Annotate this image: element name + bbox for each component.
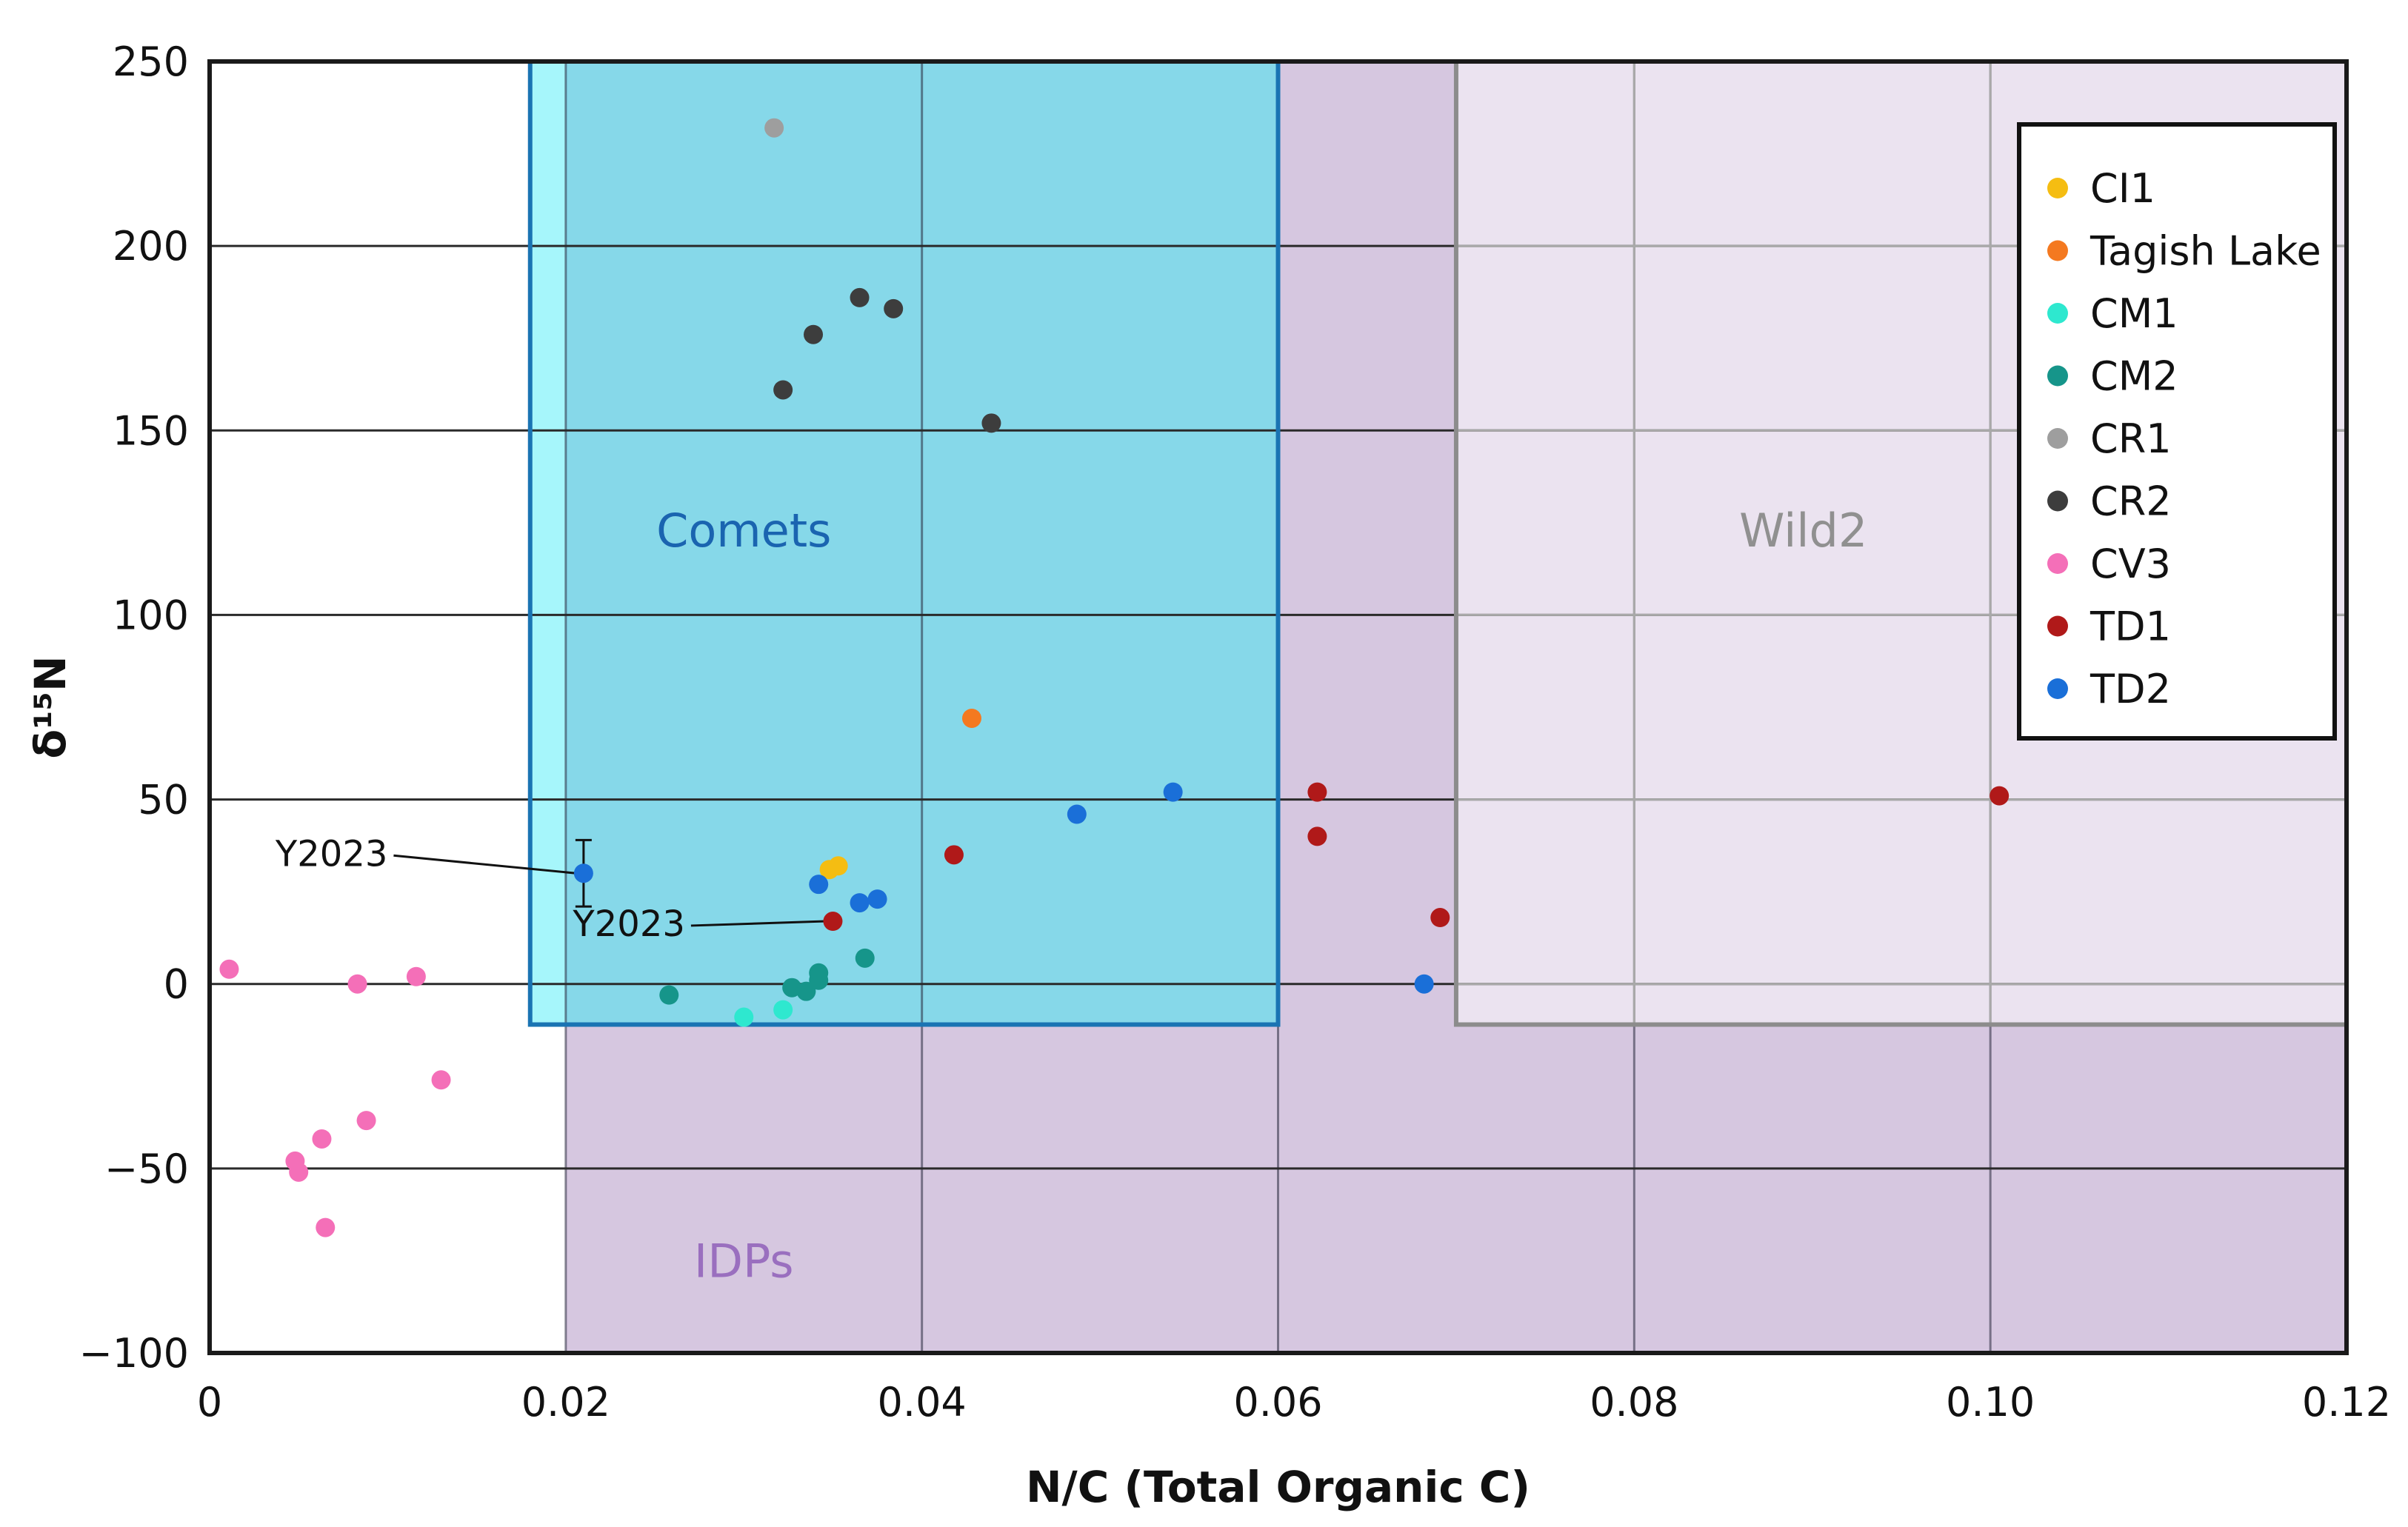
legend-label-cr1: CR1 bbox=[2090, 415, 2172, 462]
legend-label-cr2: CR2 bbox=[2090, 478, 2172, 525]
legend-label-cm2: CM2 bbox=[2090, 353, 2178, 400]
point-td2 bbox=[1067, 804, 1087, 824]
point-td1 bbox=[944, 845, 964, 865]
y-axis-ticks: 250 200 150 100 50 0 −50 −100 bbox=[79, 39, 189, 1377]
legend-box bbox=[2017, 122, 2337, 741]
point-ci1 bbox=[828, 856, 848, 876]
point-tagish-lake bbox=[961, 708, 981, 728]
x-tick-label: 0 bbox=[197, 1379, 222, 1426]
region-comets bbox=[530, 61, 1278, 1025]
legend-marker-ci1 bbox=[2047, 178, 2068, 198]
point-td2 bbox=[1414, 974, 1434, 994]
legend: CI1 Tagish Lake CM1 CM2 CR1 CR2 CV3 TD1 TD2 bbox=[2017, 122, 2337, 741]
point-cv3 bbox=[406, 966, 426, 986]
legend-marker-td1 bbox=[2047, 615, 2068, 637]
point-cm2 bbox=[855, 948, 875, 968]
y-tick-label: −50 bbox=[104, 1146, 189, 1192]
legend-marker-tagish-lake bbox=[2047, 240, 2068, 261]
region-label-comets: Comets bbox=[656, 504, 831, 558]
x-tick-label: 0.04 bbox=[878, 1379, 967, 1426]
point-cm2 bbox=[796, 981, 816, 1001]
point-cm1 bbox=[734, 1007, 754, 1027]
point-cr2 bbox=[850, 287, 870, 307]
y-axis-label: δ¹⁵N bbox=[25, 655, 76, 758]
point-td1 bbox=[1430, 908, 1450, 928]
plot-frame bbox=[207, 59, 2349, 1355]
x-tick-label: 0.08 bbox=[1590, 1379, 1678, 1426]
legend-label-td2: TD2 bbox=[2090, 666, 2171, 712]
y-tick-label: 250 bbox=[113, 39, 189, 85]
legend-marker-cv3 bbox=[2047, 553, 2068, 574]
legend-label-td1: TD1 bbox=[2090, 604, 2171, 650]
legend-marker-cm2 bbox=[2047, 365, 2068, 387]
legend-marker-cr2 bbox=[2047, 490, 2068, 512]
point-td1 bbox=[1307, 782, 1327, 802]
y-tick-label: 100 bbox=[113, 592, 189, 638]
y-tick-label: −100 bbox=[79, 1330, 189, 1377]
x-tick-label: 0.10 bbox=[1946, 1379, 2035, 1426]
region-label-layer: IDPs Wild2 Comets bbox=[656, 504, 1867, 1289]
point-td2 bbox=[850, 893, 870, 913]
point-cr1 bbox=[764, 118, 784, 138]
point-td1 bbox=[1990, 786, 2010, 806]
point-td2 bbox=[1163, 782, 1183, 802]
y-tick-label: 150 bbox=[113, 407, 189, 454]
annotation-leader-line bbox=[690, 920, 826, 927]
y-tick-label: 200 bbox=[113, 223, 189, 270]
point-cr2 bbox=[884, 298, 904, 318]
legend-label-ci1: CI1 bbox=[2090, 165, 2155, 212]
point-cm1 bbox=[773, 1000, 793, 1020]
point-td2 bbox=[867, 889, 887, 909]
legend-label-cm1: CM1 bbox=[2090, 290, 2178, 337]
annotation-layer: Y2023 Y2023 bbox=[275, 833, 826, 945]
annotation-leader-line bbox=[393, 854, 577, 875]
legend-marker-cr1 bbox=[2047, 428, 2068, 449]
point-cv3 bbox=[356, 1111, 376, 1131]
point-cr2 bbox=[773, 380, 793, 400]
region-label-idps: IDPs bbox=[694, 1234, 794, 1289]
region-comets-edge-strip bbox=[530, 61, 566, 1025]
legend-label-tagish-lake: Tagish Lake bbox=[2090, 228, 2321, 275]
point-cv3 bbox=[312, 1129, 332, 1149]
point-cr2 bbox=[804, 324, 824, 344]
point-cr2 bbox=[981, 413, 1001, 433]
x-axis-ticks: 0 0.02 0.04 0.06 0.08 0.10 0.12 bbox=[197, 1379, 2391, 1426]
region-label-wild2: Wild2 bbox=[1739, 504, 1867, 558]
annotation-label: Y2023 bbox=[572, 903, 684, 945]
point-cm2 bbox=[659, 985, 679, 1005]
point-cv3 bbox=[316, 1217, 336, 1237]
annotation-label: Y2023 bbox=[275, 833, 387, 875]
x-tick-label: 0.06 bbox=[1233, 1379, 1322, 1426]
point-cv3 bbox=[431, 1070, 451, 1090]
point-td1 bbox=[823, 912, 843, 932]
y-tick-label: 0 bbox=[164, 961, 189, 1008]
legend-marker-cm1 bbox=[2047, 303, 2068, 324]
legend-label-cv3: CV3 bbox=[2090, 541, 2171, 587]
point-cv3 bbox=[219, 959, 239, 979]
x-axis-label: N/C (Total Organic C) bbox=[1026, 1462, 1530, 1512]
x-tick-label: 0.12 bbox=[2302, 1379, 2391, 1426]
data-point-layer bbox=[219, 118, 2010, 1237]
point-cm2 bbox=[809, 963, 829, 983]
legend-marker-td2 bbox=[2047, 678, 2068, 699]
point-cv3 bbox=[289, 1162, 309, 1182]
point-cv3 bbox=[347, 974, 367, 994]
y-tick-label: 50 bbox=[138, 777, 189, 823]
x-tick-label: 0.02 bbox=[521, 1379, 610, 1426]
point-td2 bbox=[573, 863, 593, 883]
point-td2 bbox=[809, 875, 829, 895]
point-td1 bbox=[1307, 826, 1327, 846]
